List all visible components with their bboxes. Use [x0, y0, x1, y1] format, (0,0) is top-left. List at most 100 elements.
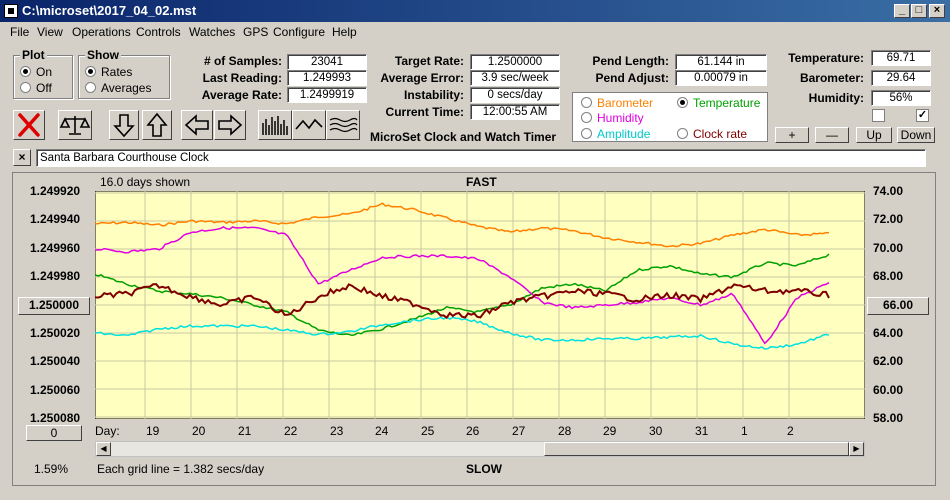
samples-field: 23041 — [287, 54, 367, 70]
temperature-label: Temperature: — [788, 51, 864, 65]
series-barometer — [95, 202, 830, 248]
y-left-tick-2: 1.249960 — [30, 241, 81, 255]
menu-gps[interactable]: GPS — [243, 25, 269, 39]
minus-button[interactable]: — — [815, 127, 849, 143]
multi-wave-button[interactable] — [326, 110, 360, 140]
waveform-icon — [295, 118, 323, 130]
menu-operations[interactable]: Operations — [72, 25, 131, 39]
x-tick-28: 28 — [558, 424, 572, 438]
humidity-label: Humidity: — [808, 91, 864, 105]
pend-adjust-field: 0.00079 in — [675, 70, 767, 86]
arrow-right-button[interactable] — [214, 110, 246, 140]
clear-button[interactable] — [13, 110, 45, 140]
plot-off-radio[interactable]: Off — [20, 81, 52, 95]
red-x-icon — [18, 113, 40, 137]
y-right-tick-3: 68.00 — [873, 269, 904, 283]
y-left-tick-1: 1.249940 — [30, 212, 81, 226]
arrow-up-button[interactable] — [142, 110, 172, 140]
title-bar: C:\microset\2017_04_02.mst _ □ × — [0, 0, 950, 22]
y-right-tick-7: 60.00 — [873, 383, 904, 397]
option-checkbox-2[interactable]: ✓ — [916, 109, 929, 122]
barometer-field: 29.64 — [871, 70, 931, 86]
menu-watches[interactable]: Watches — [189, 25, 236, 39]
show-rates-radio[interactable]: Rates — [85, 65, 132, 79]
x-tick-2: 2 — [787, 424, 794, 438]
scroll-thumb[interactable] — [544, 442, 849, 456]
minimize-button[interactable]: _ — [894, 4, 910, 18]
balance-button[interactable] — [58, 110, 92, 140]
target-rate-label: Target Rate: — [394, 54, 464, 68]
down-button[interactable]: Down — [897, 127, 935, 143]
plus-button[interactable]: + — [775, 127, 809, 143]
app-name-label: MicroSet Clock and Watch Timer — [370, 130, 557, 144]
histogram-button[interactable] — [258, 110, 292, 140]
trace-temperature-radio[interactable]: Temperature — [677, 96, 760, 110]
y-left-tick-7: 1.250060 — [30, 383, 81, 397]
current-time-field: 12:00:55 AM — [470, 104, 560, 120]
y-right-tick-6: 62.00 — [873, 354, 904, 368]
left-center-button[interactable]: 1.250000 — [18, 297, 90, 315]
trace-selector: Barometer Temperature Humidity Amplitude… — [572, 92, 768, 142]
histogram-icon — [262, 116, 288, 135]
x-tick-27: 27 — [512, 424, 526, 438]
rate-chart — [95, 191, 865, 419]
show-averages-radio[interactable]: Averages — [85, 81, 151, 95]
menu-help[interactable]: Help — [332, 25, 357, 39]
watch-name-field[interactable]: Santa Barbara Courthouse Clock — [36, 149, 926, 167]
trace-clockrate-radio[interactable]: Clock rate — [677, 127, 747, 141]
instability-field: 0 secs/day — [470, 87, 560, 103]
scroll-right-icon[interactable]: ▶ — [849, 442, 864, 456]
x-tick-29: 29 — [603, 424, 617, 438]
last-reading-label: Last Reading: — [202, 71, 282, 85]
scroll-left-icon[interactable]: ◀ — [96, 442, 111, 456]
y-right-tick-8: 58.00 — [873, 411, 904, 425]
y-right-tick-2: 70.00 — [873, 241, 904, 255]
left-offset-button[interactable]: 0 — [26, 425, 82, 441]
percent-label: 1.59% — [34, 462, 69, 476]
option-checkbox-1[interactable] — [872, 109, 885, 122]
arrow-left-icon — [184, 114, 209, 136]
arrow-down-icon — [113, 114, 135, 138]
y-right-tick-5: 64.00 — [873, 326, 904, 340]
menu-view[interactable]: View — [37, 25, 63, 39]
arrow-right-icon — [218, 114, 243, 136]
y-left-tick-3: 1.249980 — [30, 269, 81, 283]
menu-configure[interactable]: Configure — [273, 25, 326, 39]
arrow-down-button[interactable] — [109, 110, 139, 140]
current-time-label: Current Time: — [385, 105, 464, 119]
plot-group: Plot On Off — [13, 48, 73, 99]
menu-controls[interactable]: Controls — [136, 25, 181, 39]
menu-file[interactable]: File — [10, 25, 30, 39]
x-tick-22: 22 — [284, 424, 298, 438]
days-shown-label: 16.0 days shown — [100, 175, 191, 189]
waveform-button[interactable] — [292, 110, 326, 140]
plot-on-radio[interactable]: On — [20, 65, 52, 79]
right-offset-button[interactable]: 66.00 — [867, 297, 929, 315]
window-title: C:\microset\2017_04_02.mst — [22, 3, 197, 18]
series-humidity — [95, 226, 830, 345]
trace-amplitude-radio[interactable]: Amplitude — [581, 127, 650, 141]
x-tick-26: 26 — [466, 424, 480, 438]
arrow-left-button[interactable] — [181, 110, 213, 140]
samples-label: # of Samples: — [203, 54, 282, 68]
y-right-tick-1: 72.00 — [873, 212, 904, 226]
instability-label: Instability: — [403, 88, 464, 102]
show-group: Show Rates Averages — [78, 48, 170, 99]
horizontal-scrollbar[interactable]: ◀ ▶ — [95, 441, 865, 457]
x-tick-19: 19 — [146, 424, 160, 438]
target-rate-field: 1.2500000 — [470, 54, 560, 70]
trace-barometer-radio[interactable]: Barometer — [581, 96, 653, 110]
maximize-button[interactable]: □ — [911, 4, 927, 18]
series-amplitude — [95, 316, 830, 350]
x-tick-31: 31 — [695, 424, 709, 438]
x-tick-30: 30 — [649, 424, 663, 438]
close-icon[interactable]: × — [13, 149, 31, 166]
close-window-button[interactable]: × — [929, 4, 945, 18]
pend-length-label: Pend Length: — [592, 54, 669, 68]
pend-length-field: 61.144 in — [675, 54, 767, 70]
day-label: Day: — [95, 424, 120, 438]
y-left-tick-5: 1.250020 — [30, 326, 81, 340]
up-button[interactable]: Up — [856, 127, 892, 143]
trace-humidity-radio[interactable]: Humidity — [581, 111, 644, 125]
y-left-tick-8: 1.250080 — [30, 411, 81, 425]
